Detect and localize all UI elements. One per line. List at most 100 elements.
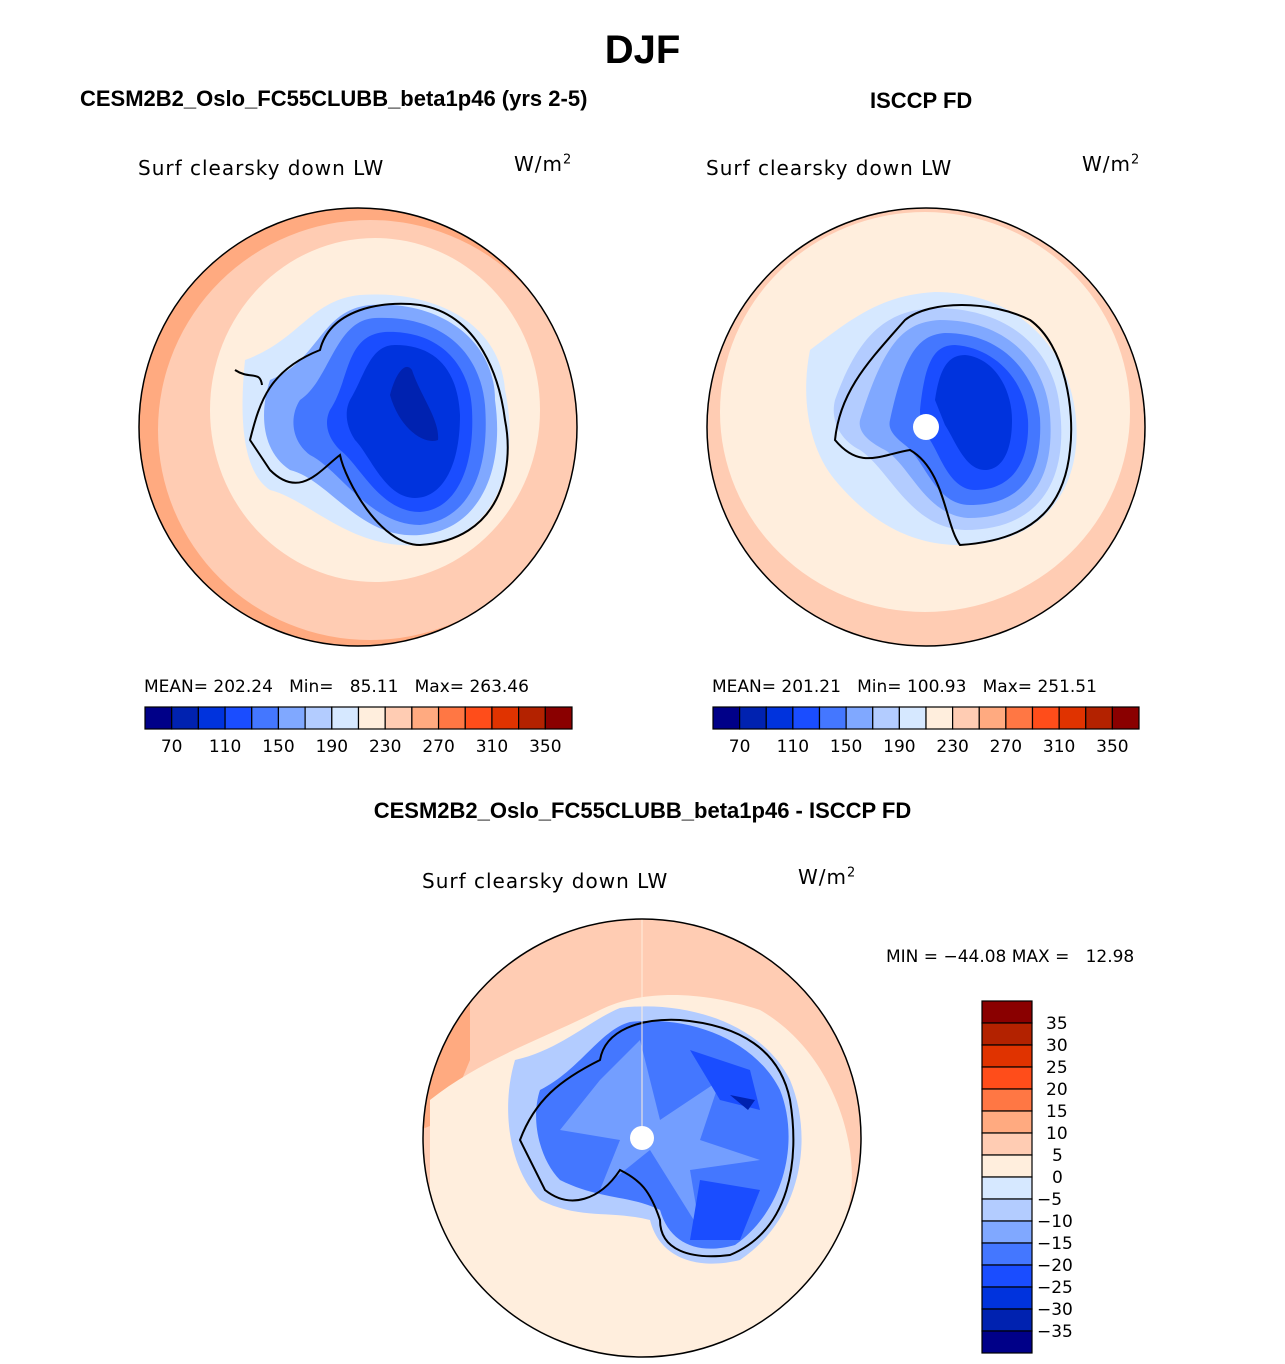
colorbar-tick-label: 35	[1046, 1014, 1068, 1034]
colorbar-box	[925, 706, 954, 730]
colorbar-tick-label: 310	[475, 737, 509, 757]
colorbar-box	[981, 1242, 1033, 1266]
colorbar-tick-label: 15	[1046, 1102, 1068, 1122]
colorbar-tick-label: 30	[1046, 1036, 1068, 1056]
colorbar-box	[981, 1330, 1033, 1354]
colorbar-box	[952, 706, 980, 730]
colorbar-tick-label: 310	[1042, 737, 1076, 757]
panel2-case-title: ISCCP FD	[870, 88, 973, 113]
colorbar-box	[872, 706, 900, 730]
colorbar-tick-label: 350	[1096, 737, 1129, 757]
panel2-variable: Surf clearsky down LW	[706, 156, 953, 180]
colorbar-box	[544, 706, 573, 730]
colorbar-tick-label: 150	[829, 737, 863, 757]
colorbar-box	[818, 706, 847, 730]
colorbar-tick-label: 110	[776, 737, 810, 757]
colorbar-box	[464, 706, 493, 730]
panel2-units: W/m2	[1082, 152, 1141, 176]
panel1-map-border	[138, 207, 578, 647]
colorbar-box	[981, 1176, 1033, 1200]
colorbar-tick-label: 190	[883, 737, 916, 757]
colorbar-box	[981, 1286, 1033, 1310]
colorbar-box	[981, 1000, 1033, 1024]
panel3-units: W/m2	[798, 865, 857, 889]
colorbar-box	[981, 1264, 1033, 1288]
colorbar-tick-label: 5	[1052, 1146, 1063, 1166]
colorbar-tick-label: 350	[529, 737, 562, 757]
panel1-variable: Surf clearsky down LW	[138, 156, 385, 180]
colorbar-box	[898, 706, 927, 730]
panel2-stats: MEAN= 201.21 Min= 100.93 Max= 251.51	[712, 677, 1097, 697]
panel2-map	[707, 208, 1145, 646]
colorbar-box	[981, 1022, 1033, 1046]
colorbar-box	[1085, 706, 1113, 730]
colorbar-tick-label: −5	[1037, 1190, 1063, 1210]
panel1-colorbar	[144, 706, 573, 730]
panel1-units: W/m2	[514, 152, 573, 176]
colorbar-tick-label: 70	[728, 737, 751, 757]
panel1-map	[139, 208, 577, 646]
colorbar-box	[491, 706, 520, 730]
colorbar-tick-label: −20	[1037, 1256, 1073, 1276]
panel2-map-border	[706, 207, 1146, 647]
colorbar-box	[978, 706, 1007, 730]
colorbar-tick-label: 110	[208, 737, 242, 757]
colorbar-box	[981, 1220, 1033, 1244]
colorbar-tick-label: 230	[368, 737, 402, 757]
colorbar-box	[224, 706, 253, 730]
colorbar-tick-label: 190	[315, 737, 349, 757]
colorbar-tick-label: −10	[1037, 1212, 1073, 1232]
panel3-colorbar	[981, 1000, 1033, 1354]
colorbar-box	[981, 1088, 1033, 1112]
colorbar-box	[981, 1308, 1033, 1332]
colorbar-tick-label: 150	[262, 737, 295, 757]
panel3-stats: MIN = −44.08 MAX = 12.98	[886, 947, 1135, 967]
colorbar-tick-label: 0	[1052, 1168, 1063, 1188]
colorbar-box	[251, 706, 280, 730]
colorbar-tick-label: −35	[1037, 1322, 1073, 1342]
colorbar-box	[1111, 706, 1140, 730]
colorbar-tick-label: 70	[160, 737, 183, 757]
colorbar-tick-label: −15	[1037, 1234, 1073, 1254]
colorbar-box	[357, 706, 386, 730]
colorbar-box	[171, 706, 199, 730]
panel1-stats: MEAN= 202.24 Min= 85.11 Max= 263.46	[144, 677, 529, 697]
colorbar-tick-label: 25	[1046, 1058, 1068, 1078]
colorbar-box	[981, 1154, 1033, 1178]
colorbar-box	[1058, 706, 1087, 730]
colorbar-box	[845, 706, 874, 730]
panel3-case-title: CESM2B2_Oslo_FC55CLUBB_beta1p46 - ISCCP …	[373, 798, 912, 823]
colorbar-tick-label: 270	[422, 737, 455, 757]
panel2-colorbar	[712, 706, 1140, 730]
panel1-case-title: CESM2B2_Oslo_FC55CLUBB_beta1p46 (yrs 2-5…	[80, 86, 588, 111]
colorbar-box	[144, 706, 173, 730]
colorbar-box	[304, 706, 333, 730]
colorbar-box	[792, 706, 821, 730]
colorbar-box	[384, 706, 413, 730]
colorbar-box	[981, 1044, 1033, 1068]
colorbar-box	[197, 706, 226, 730]
figure-title: DJF	[604, 28, 681, 72]
colorbar-box	[277, 706, 306, 730]
colorbar-box	[1031, 706, 1060, 730]
colorbar-box	[1005, 706, 1034, 730]
colorbar-box	[981, 1198, 1033, 1222]
colorbar-box	[331, 706, 360, 730]
colorbar-tick-label: 270	[989, 737, 1023, 757]
panel3-map	[423, 919, 861, 1357]
colorbar-tick-label: −25	[1037, 1278, 1073, 1298]
panel3-map-border	[422, 918, 862, 1358]
colorbar-box	[518, 706, 546, 730]
colorbar-box	[437, 706, 466, 730]
colorbar-box	[411, 706, 440, 730]
colorbar-box	[981, 1066, 1033, 1090]
colorbar-box	[981, 1110, 1033, 1134]
colorbar-tick-label: 10	[1046, 1124, 1068, 1144]
colorbar-tick-label: 230	[936, 737, 969, 757]
colorbar-box	[739, 706, 767, 730]
panel3-variable: Surf clearsky down LW	[422, 869, 669, 893]
colorbar-box	[981, 1132, 1033, 1156]
colorbar-box	[765, 706, 794, 730]
